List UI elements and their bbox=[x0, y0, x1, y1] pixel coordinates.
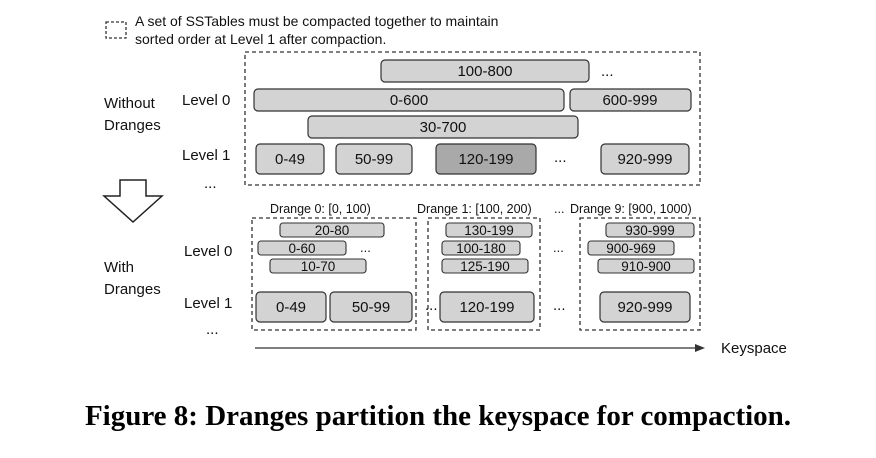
sstable-label: 600-999 bbox=[602, 92, 657, 109]
drange-box bbox=[251, 217, 417, 331]
without-level0-sstable: 100-800 bbox=[380, 59, 590, 83]
without-level0-label: Level 0 bbox=[182, 92, 230, 109]
with-more-levels-dots: ... bbox=[206, 321, 219, 338]
drange0-level0-sstable: 0-60 bbox=[257, 240, 347, 256]
without-level1-sstable: 920-999 bbox=[600, 143, 690, 175]
drange-title: Drange 0: [0, 100) bbox=[270, 202, 371, 216]
sstable-label: 0-49 bbox=[275, 151, 305, 168]
sstable-label: 120-199 bbox=[458, 151, 513, 168]
without-level0-sstable: 0-600 bbox=[253, 88, 565, 112]
sstable-label: 50-99 bbox=[355, 151, 393, 168]
sstable-label: 50-99 bbox=[352, 299, 390, 316]
drange9-level1-sstable: 920-999 bbox=[599, 291, 691, 323]
without-more-levels-dots: ... bbox=[204, 175, 217, 192]
sstable-label: 920-999 bbox=[617, 299, 672, 316]
drange1-level1-sstable: 120-199 bbox=[439, 291, 535, 323]
with-level1-label: Level 1 bbox=[184, 295, 232, 312]
sstable-label: 10-70 bbox=[301, 259, 336, 274]
without-level0-sstable: 600-999 bbox=[569, 88, 692, 112]
drange9-level0-sstable: 910-900 bbox=[597, 258, 695, 274]
sstable-label: 130-199 bbox=[464, 223, 514, 238]
sstable-label: 120-199 bbox=[459, 299, 514, 316]
without-level1-more-dots: ... bbox=[554, 149, 567, 166]
drange1-level0-sstable: 125-190 bbox=[441, 258, 529, 274]
without-level1-sstable: 50-99 bbox=[335, 143, 413, 175]
drange0-level1-sstable: 0-49 bbox=[255, 291, 327, 323]
figure-caption: Figure 8: Dranges partition the keyspace… bbox=[84, 400, 792, 432]
sstable-label: 0-600 bbox=[390, 92, 428, 109]
with-level0-label: Level 0 bbox=[184, 243, 232, 260]
drange-box bbox=[579, 217, 701, 331]
drange0-level0-sstable: 20-80 bbox=[279, 222, 385, 238]
without-compaction-set-box bbox=[244, 51, 701, 186]
without-level0-sstable: 30-700 bbox=[307, 115, 579, 139]
with-dranges-label-line1: With bbox=[104, 259, 134, 276]
without-level1-label: Level 1 bbox=[182, 147, 230, 164]
drange9-level0-sstable: 900-969 bbox=[587, 240, 675, 256]
legend-dashed-box-icon bbox=[105, 21, 127, 39]
sstable-label: 125-190 bbox=[460, 259, 510, 274]
sstable-label: 100-180 bbox=[456, 241, 506, 256]
sstable-label: 900-969 bbox=[606, 241, 656, 256]
without-level1-sstable: 120-199 bbox=[435, 143, 537, 175]
legend-text-line2: sorted order at Level 1 after compaction… bbox=[135, 31, 386, 47]
sstable-label: 930-999 bbox=[625, 223, 675, 238]
drange-title: Drange 1: [100, 200) bbox=[417, 202, 532, 216]
sstable-label: 100-800 bbox=[457, 63, 512, 80]
without-dranges-label-line2: Dranges bbox=[104, 117, 161, 134]
down-arrow-icon bbox=[102, 179, 164, 224]
sstable-label: 0-49 bbox=[276, 299, 306, 316]
with-level0-gap-dots: ... bbox=[553, 240, 564, 255]
drange1-level0-sstable: 100-180 bbox=[441, 240, 521, 256]
legend-text-line1: A set of SSTables must be compacted toge… bbox=[135, 13, 498, 29]
drange0-level1-sstable: 50-99 bbox=[329, 291, 413, 323]
without-dranges-label-line1: Without bbox=[104, 95, 156, 112]
with-dranges-label-line2: Dranges bbox=[104, 281, 161, 298]
with-level1-gap-dots: ... bbox=[553, 297, 566, 314]
sstable-label: 920-999 bbox=[617, 151, 672, 168]
keyspace-label: Keyspace bbox=[721, 340, 787, 357]
without-level1-sstable: 0-49 bbox=[255, 143, 325, 175]
between-dranges-dots: ... bbox=[554, 202, 564, 216]
drange9-level0-sstable: 930-999 bbox=[605, 222, 695, 238]
sstable-label: 30-700 bbox=[420, 119, 467, 136]
drange-box bbox=[427, 217, 541, 331]
sstable-label: 910-900 bbox=[621, 259, 671, 274]
drange1-level0-sstable: 130-199 bbox=[445, 222, 533, 238]
with-level1-gap-dots: ... bbox=[425, 297, 438, 314]
sstable-label: 20-80 bbox=[315, 223, 350, 238]
drange0-level0-more-dots: ... bbox=[360, 240, 371, 255]
drange0-level0-sstable: 10-70 bbox=[269, 258, 367, 274]
sstable-label: 0-60 bbox=[288, 241, 315, 256]
drange-title: Drange 9: [900, 1000) bbox=[570, 202, 692, 216]
without-level0-more-dots: ... bbox=[601, 63, 614, 80]
keyspace-arrowhead-icon bbox=[695, 344, 705, 352]
